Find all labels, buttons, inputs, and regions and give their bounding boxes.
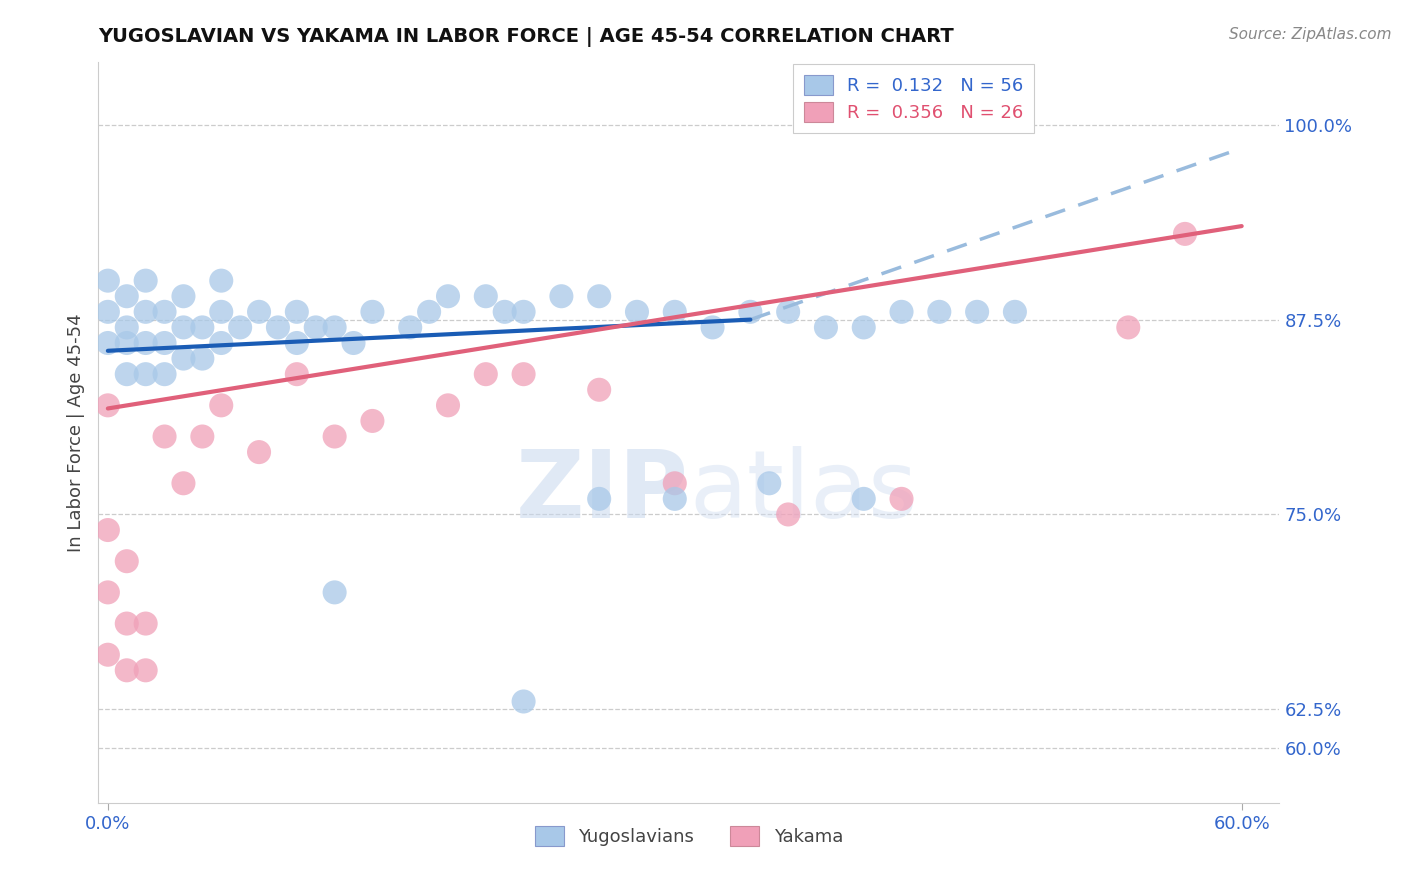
- Point: [135, 616, 157, 631]
- Point: [135, 336, 157, 351]
- Point: [778, 305, 800, 319]
- Text: ZIP: ZIP: [516, 446, 689, 538]
- Point: [1174, 227, 1197, 241]
- Point: [172, 320, 194, 334]
- Legend: Yugoslavians, Yakama: Yugoslavians, Yakama: [527, 819, 851, 853]
- Point: [172, 351, 194, 366]
- Point: [209, 336, 232, 351]
- Point: [550, 289, 572, 303]
- Point: [115, 289, 138, 303]
- Text: YUGOSLAVIAN VS YAKAMA IN LABOR FORCE | AGE 45-54 CORRELATION CHART: YUGOSLAVIAN VS YAKAMA IN LABOR FORCE | A…: [98, 27, 955, 46]
- Point: [702, 320, 724, 334]
- Point: [494, 305, 516, 319]
- Point: [135, 274, 157, 288]
- Point: [512, 694, 534, 708]
- Point: [778, 508, 800, 522]
- Point: [115, 616, 138, 631]
- Text: Source: ZipAtlas.com: Source: ZipAtlas.com: [1229, 27, 1392, 42]
- Point: [247, 445, 270, 459]
- Point: [342, 336, 364, 351]
- Point: [97, 648, 120, 662]
- Point: [664, 491, 686, 506]
- Point: [890, 491, 912, 506]
- Point: [247, 305, 270, 319]
- Point: [418, 305, 440, 319]
- Point: [664, 305, 686, 319]
- Point: [97, 398, 120, 412]
- Point: [267, 320, 290, 334]
- Point: [361, 414, 384, 428]
- Point: [588, 383, 610, 397]
- Point: [209, 274, 232, 288]
- Point: [740, 305, 762, 319]
- Point: [285, 336, 308, 351]
- Point: [285, 367, 308, 381]
- Point: [814, 320, 837, 334]
- Point: [191, 351, 214, 366]
- Point: [512, 367, 534, 381]
- Point: [323, 429, 346, 443]
- Point: [115, 554, 138, 568]
- Point: [626, 305, 648, 319]
- Point: [115, 336, 138, 351]
- Point: [305, 320, 328, 334]
- Point: [115, 320, 138, 334]
- Point: [966, 305, 988, 319]
- Point: [890, 305, 912, 319]
- Point: [153, 429, 176, 443]
- Point: [399, 320, 422, 334]
- Point: [664, 476, 686, 491]
- Point: [115, 663, 138, 677]
- Point: [135, 663, 157, 677]
- Point: [475, 367, 498, 381]
- Point: [97, 523, 120, 537]
- Point: [172, 476, 194, 491]
- Point: [588, 289, 610, 303]
- Point: [115, 367, 138, 381]
- Y-axis label: In Labor Force | Age 45-54: In Labor Force | Age 45-54: [66, 313, 84, 552]
- Point: [928, 305, 950, 319]
- Point: [97, 305, 120, 319]
- Point: [209, 305, 232, 319]
- Point: [1116, 320, 1139, 334]
- Point: [97, 585, 120, 599]
- Point: [512, 305, 534, 319]
- Point: [852, 320, 875, 334]
- Point: [437, 398, 460, 412]
- Point: [323, 585, 346, 599]
- Point: [229, 320, 252, 334]
- Point: [1004, 305, 1026, 319]
- Point: [361, 305, 384, 319]
- Point: [97, 274, 120, 288]
- Text: atlas: atlas: [689, 446, 917, 538]
- Point: [475, 289, 498, 303]
- Point: [285, 305, 308, 319]
- Point: [172, 289, 194, 303]
- Point: [852, 491, 875, 506]
- Point: [153, 367, 176, 381]
- Point: [758, 476, 780, 491]
- Point: [588, 491, 610, 506]
- Point: [135, 305, 157, 319]
- Point: [191, 429, 214, 443]
- Point: [191, 320, 214, 334]
- Point: [437, 289, 460, 303]
- Point: [153, 305, 176, 319]
- Point: [135, 367, 157, 381]
- Point: [209, 398, 232, 412]
- Point: [323, 320, 346, 334]
- Point: [153, 336, 176, 351]
- Point: [97, 336, 120, 351]
